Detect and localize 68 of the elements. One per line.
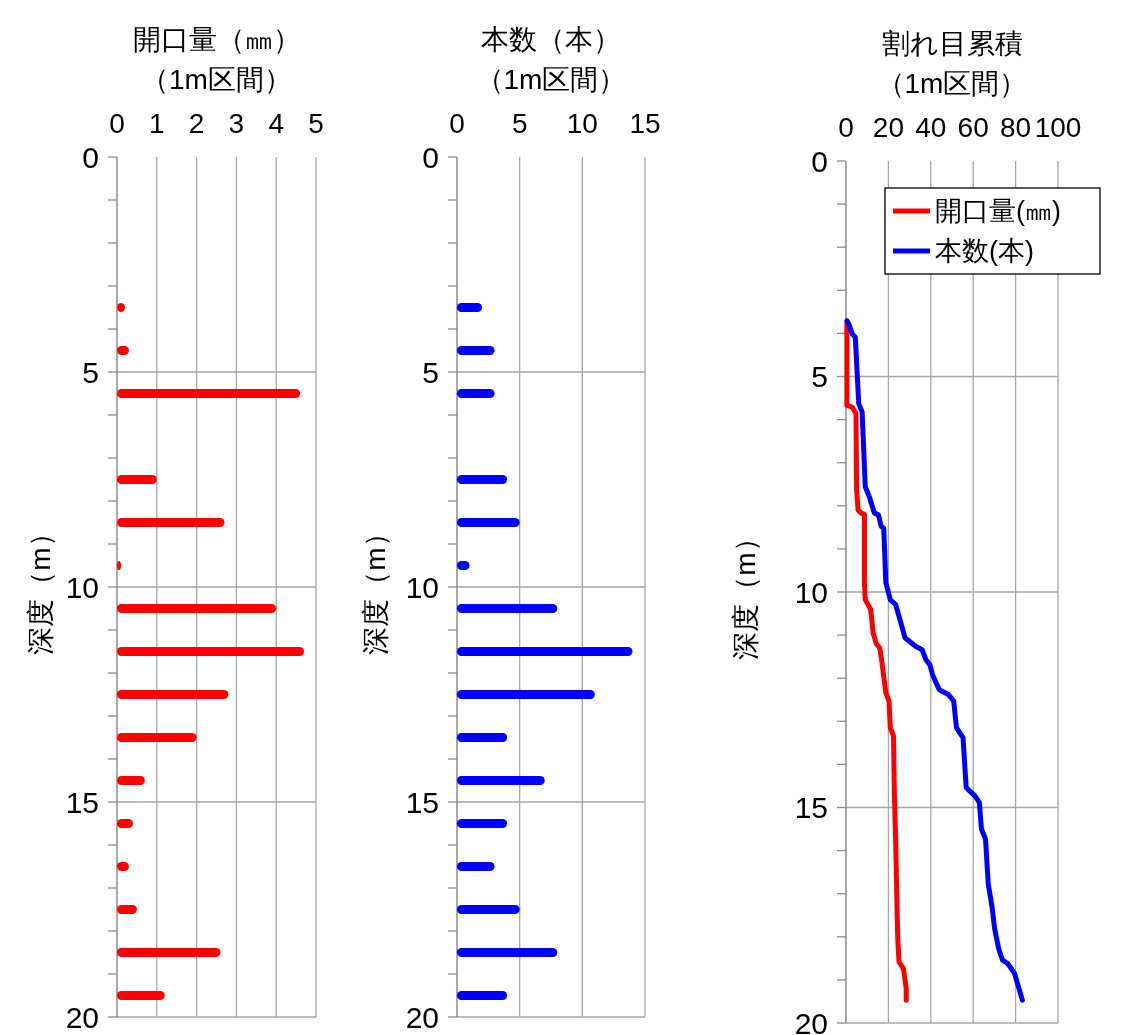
legend-label: 開口量(㎜) <box>935 196 1061 226</box>
y-tick-label: 0 <box>811 144 828 178</box>
y-tick-label: 5 <box>422 355 439 389</box>
chart-title: 割れ目累積 <box>881 27 1023 59</box>
chart-subtitle: （1m区間） <box>475 63 627 95</box>
x-tick-label: 0 <box>449 107 465 139</box>
bar <box>117 389 301 398</box>
bar <box>457 862 495 871</box>
bar <box>457 819 508 828</box>
bar <box>117 690 229 699</box>
x-tick-label: 4 <box>268 107 284 139</box>
bar <box>457 647 633 656</box>
y-tick-label: 0 <box>422 140 439 174</box>
x-tick-label: 80 <box>1000 111 1032 143</box>
bar <box>117 948 221 957</box>
chart-title: 開口量（㎜） <box>132 23 301 55</box>
legend-label: 本数(本) <box>935 236 1034 266</box>
y-tick-label: 10 <box>794 575 828 609</box>
x-tick-label: 100 <box>1034 111 1082 143</box>
bar <box>457 518 520 527</box>
y-tick-label: 20 <box>65 1000 99 1034</box>
bar <box>457 991 508 1000</box>
bar <box>457 303 483 312</box>
y-tick-label: 10 <box>405 570 439 604</box>
bar <box>117 991 165 1000</box>
x-tick-label: 5 <box>511 107 528 139</box>
y-tick-label: 20 <box>794 1006 828 1035</box>
x-tick-label: 2 <box>188 107 205 139</box>
bar <box>457 346 495 355</box>
bar <box>457 948 558 957</box>
chart-subtitle: （1m区間） <box>876 67 1028 99</box>
bar <box>117 776 145 785</box>
bar <box>457 905 520 914</box>
x-tick-label: 1 <box>149 107 165 139</box>
x-tick-label: 40 <box>915 111 947 143</box>
bar <box>457 690 595 699</box>
y-axis-title: 深度（m） <box>359 519 391 655</box>
x-tick-label: 10 <box>566 107 598 139</box>
y-tick-label: 0 <box>82 140 99 174</box>
bar <box>457 733 508 742</box>
y-tick-label: 15 <box>794 791 828 824</box>
y-axis-title: 深度（m） <box>24 519 56 655</box>
x-tick-label: 0 <box>109 107 125 139</box>
x-tick-label: 0 <box>838 111 854 143</box>
bar <box>117 647 305 656</box>
bar <box>117 518 225 527</box>
y-tick-label: 15 <box>65 785 99 819</box>
bar <box>117 733 197 742</box>
x-tick-label: 60 <box>957 111 989 143</box>
y-axis-title: 深度（m） <box>729 524 761 660</box>
bar <box>457 389 495 398</box>
y-tick-label: 20 <box>405 1000 439 1034</box>
bar <box>117 604 277 613</box>
chart-title: 本数（本） <box>481 23 621 55</box>
y-tick-label: 5 <box>811 360 828 393</box>
x-tick-label: 15 <box>629 107 661 139</box>
x-tick-label: 3 <box>228 107 245 139</box>
bar <box>457 776 545 785</box>
bar <box>117 905 137 914</box>
bar <box>117 475 157 484</box>
y-tick-label: 15 <box>405 785 439 819</box>
bar <box>457 604 558 613</box>
x-tick-label: 5 <box>308 107 324 139</box>
bar <box>457 475 508 484</box>
x-tick-label: 20 <box>872 111 904 143</box>
y-tick-label: 10 <box>65 570 99 604</box>
chart-subtitle: （1m区間） <box>141 63 292 95</box>
y-tick-label: 5 <box>82 355 99 389</box>
